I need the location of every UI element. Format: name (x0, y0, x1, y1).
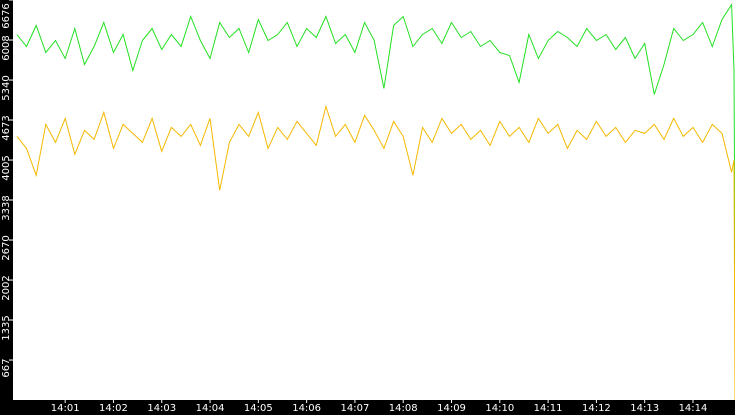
x-tick-label: 14:02 (99, 403, 128, 414)
y-tick-label: 4673 (1, 115, 12, 140)
series-line (16, 104, 735, 401)
x-tick-label: 14:13 (630, 403, 659, 414)
y-tick-label: 6008 (1, 35, 12, 60)
y-tick-label: 667 (1, 358, 12, 377)
x-tick-label: 14:10 (485, 403, 514, 414)
y-tick-label: 4005 (1, 155, 12, 180)
x-tick-label: 14:09 (437, 403, 466, 414)
x-tick-label: 14:06 (292, 403, 321, 414)
y-axis-bar (0, 0, 13, 415)
x-tick-label: 14:04 (196, 403, 225, 414)
x-tick-label: 14:12 (582, 403, 611, 414)
y-tick-label: 2002 (1, 275, 12, 300)
x-tick-label: 14:14 (679, 403, 708, 414)
x-tick-label: 14:05 (244, 403, 273, 414)
x-tick-label: 14:01 (51, 403, 80, 414)
x-tick-label: 14:03 (147, 403, 176, 414)
y-tick-label: 5340 (1, 75, 12, 100)
x-tick-label: 14:07 (341, 403, 370, 414)
series-line (16, 2, 735, 271)
y-tick-label: 3338 (1, 195, 12, 220)
y-tick-label: 6676 (1, 3, 12, 28)
y-tick-label: 2670 (1, 235, 12, 260)
x-tick-label: 14:11 (534, 403, 563, 414)
x-axis-bar (0, 400, 735, 415)
x-tick-label: 14:08 (389, 403, 418, 414)
y-tick-label: 1335 (1, 315, 12, 340)
